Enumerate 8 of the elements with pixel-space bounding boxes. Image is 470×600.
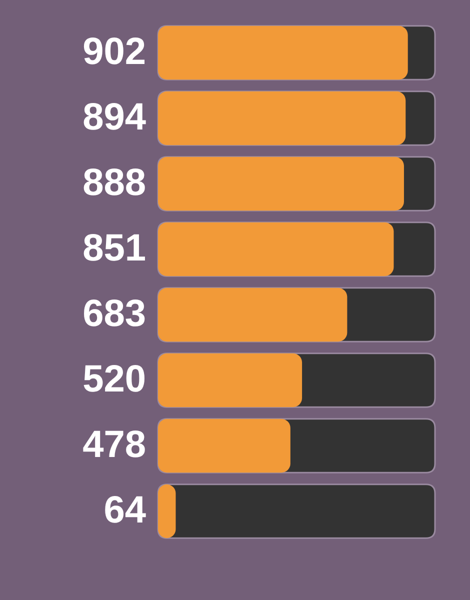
data-label: 520	[82, 358, 146, 401]
data-label: 64	[104, 490, 146, 532]
data-label: 902	[82, 31, 146, 74]
data-label: 888	[82, 162, 146, 204]
data-label: 478	[82, 424, 146, 466]
data-label: 683	[82, 293, 146, 336]
data-label: 894	[82, 96, 146, 139]
data-label: 851	[82, 228, 146, 270]
